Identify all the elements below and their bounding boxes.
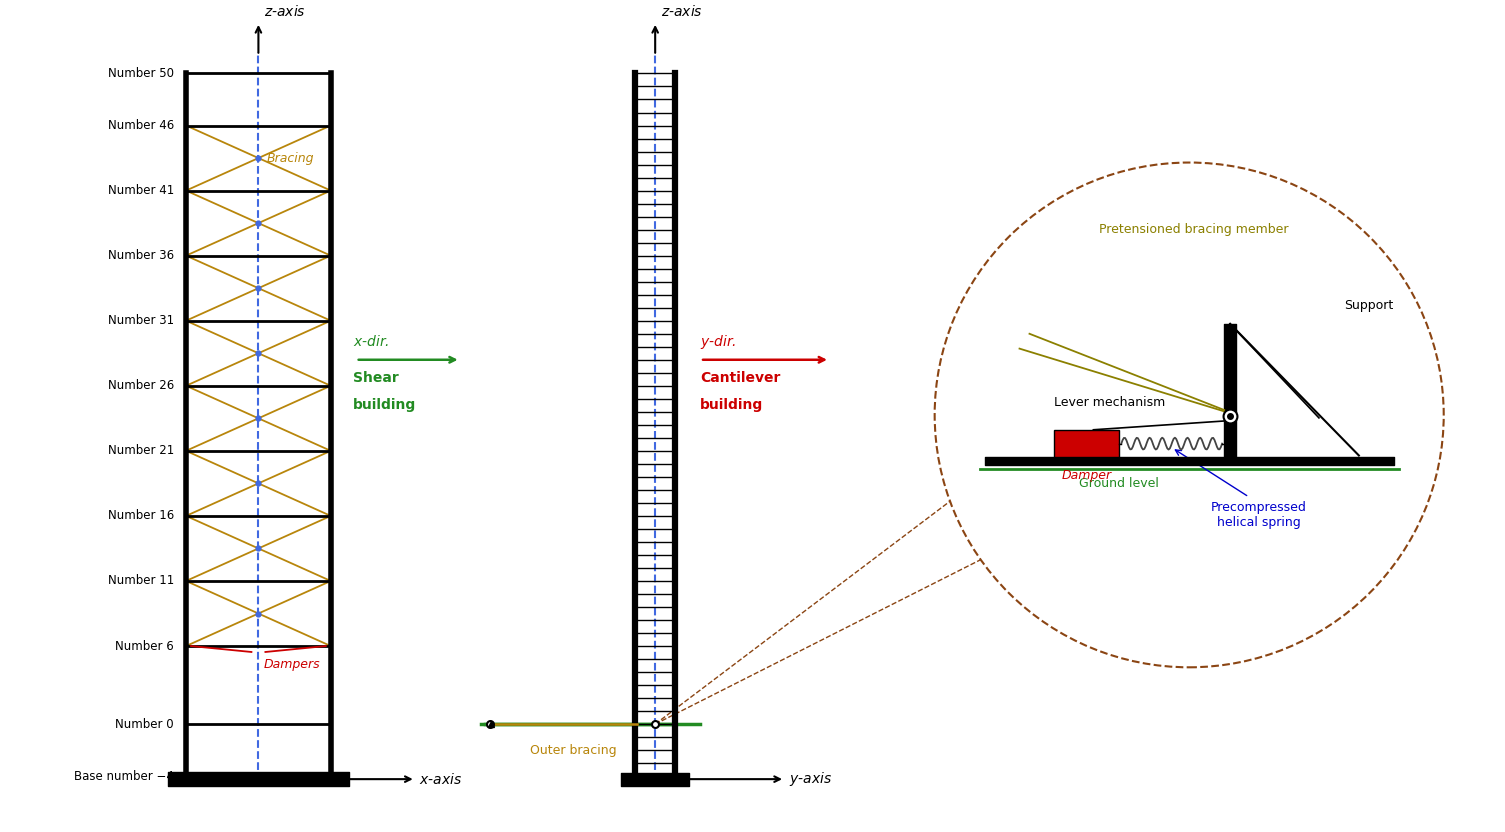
Text: Outer bracing: Outer bracing: [530, 744, 617, 757]
Text: Dampers: Dampers: [263, 658, 321, 671]
Text: Shear: Shear: [352, 370, 399, 384]
Text: Number 46: Number 46: [108, 119, 175, 132]
Text: building: building: [700, 399, 763, 412]
Text: $y$-dir.: $y$-dir.: [700, 333, 736, 351]
Text: Number 41: Number 41: [108, 184, 175, 197]
Text: $z$-axis: $z$-axis: [265, 4, 306, 19]
Text: Number 50: Number 50: [108, 67, 175, 80]
Text: Number 31: Number 31: [108, 314, 175, 327]
Text: Support: Support: [1344, 299, 1394, 312]
Bar: [1055, 430, 1120, 458]
Text: Base number −4: Base number −4: [74, 770, 175, 783]
Text: Number 0: Number 0: [116, 718, 175, 730]
Text: Number 36: Number 36: [108, 249, 175, 262]
Text: Ground level: Ground level: [1079, 478, 1159, 490]
Text: Number 21: Number 21: [108, 444, 175, 458]
Text: Damper: Damper: [1063, 469, 1112, 483]
Text: $x$-dir.: $x$-dir.: [352, 334, 390, 349]
Text: $x$-axis: $x$-axis: [418, 771, 462, 786]
Text: Pretensioned bracing member: Pretensioned bracing member: [1100, 223, 1288, 236]
Text: building: building: [352, 399, 415, 412]
Text: Lever mechanism: Lever mechanism: [1054, 396, 1165, 409]
Text: Number 16: Number 16: [108, 509, 175, 522]
Text: Number 26: Number 26: [108, 379, 175, 392]
Text: Bracing: Bracing: [266, 151, 315, 165]
Text: $z$-axis: $z$-axis: [661, 4, 703, 19]
Text: Precompressed
helical spring: Precompressed helical spring: [1212, 501, 1306, 529]
Text: $y$-axis: $y$-axis: [789, 770, 832, 788]
Text: Number 6: Number 6: [116, 640, 175, 652]
Text: Cantilever: Cantilever: [700, 370, 781, 384]
Text: Number 11: Number 11: [108, 574, 175, 587]
